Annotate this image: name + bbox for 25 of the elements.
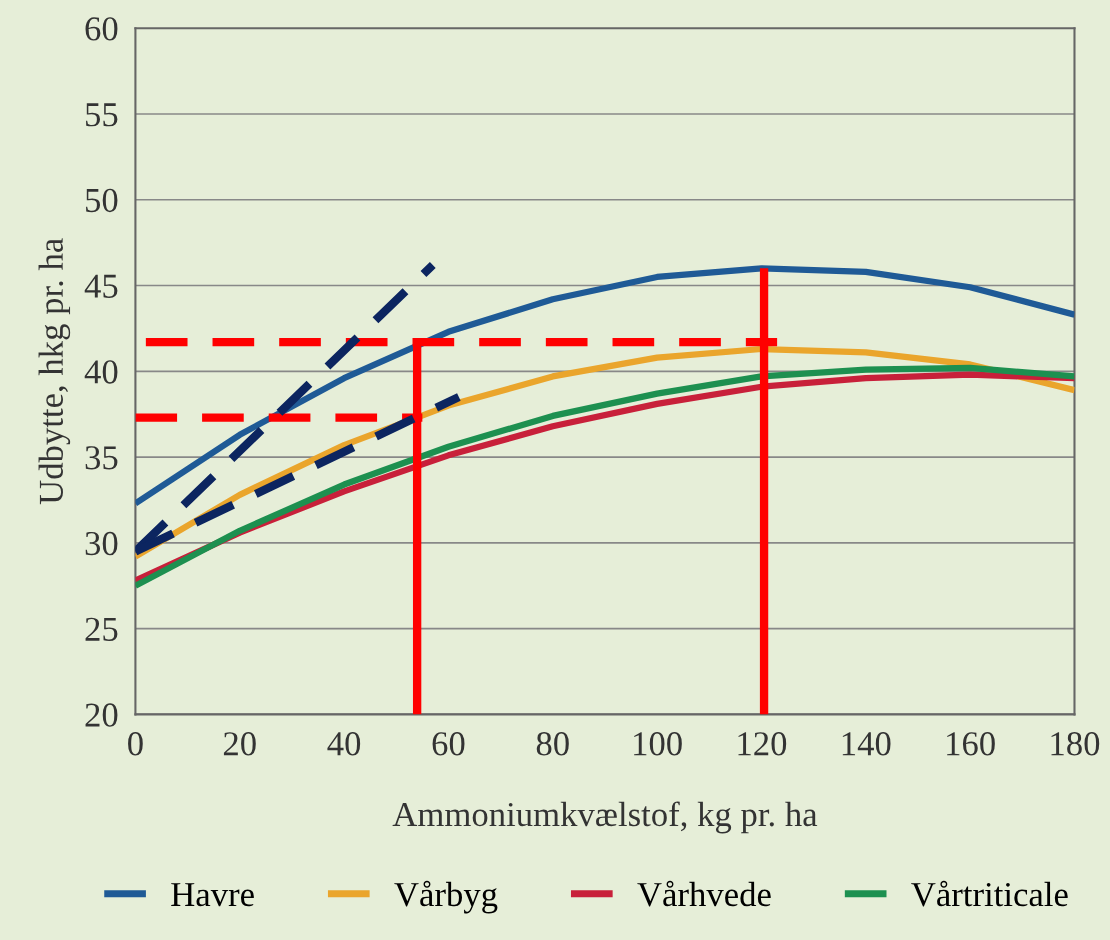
y-tick-label: 20 [85,703,118,727]
y-tick-label: 55 [86,103,118,127]
x-tick-label: 160 [947,732,995,756]
x-tick-label: 180 [1051,732,1100,756]
x-axis-title: Ammoniumkvælstof, kg pr. ha [392,801,818,834]
legend-label: Havre [171,883,254,907]
y-tick-label: 30 [85,531,118,556]
x-tick-label: 100 [634,732,682,756]
x-tick-label: 80 [536,732,569,756]
y-tick-label: 45 [84,274,118,298]
x-tick-label: 60 [432,732,465,756]
x-tick-label: 120 [738,732,787,756]
x-tick-label: 20 [223,732,256,756]
x-tick-label: 40 [327,732,361,756]
y-tick-label: 35 [85,446,118,470]
y-tick-label: 25 [85,617,118,642]
legend-label: Vårbyg [394,880,498,914]
x-tick-label: 140 [842,732,891,756]
legend-label: Vårtriticale [911,880,1068,907]
y-tick-label: 60 [85,17,118,41]
x-tick-label: 0 [128,732,143,756]
legend-label: Vårhvede [637,880,771,907]
y-tick-label: 50 [86,188,118,213]
y-axis-title: Udbytte, hkg pr. ha [38,238,71,505]
y-tick-label: 40 [84,360,118,384]
